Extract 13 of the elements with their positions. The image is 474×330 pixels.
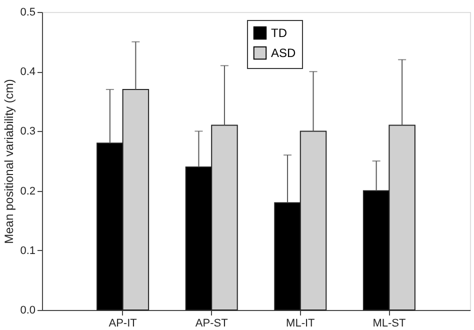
y-tick-label: 0.1 <box>20 244 36 257</box>
x-tick-label: AP-ST <box>195 318 228 330</box>
y-axis-title: Mean positional variability (cm) <box>2 79 16 244</box>
x-tick-label: AP-IT <box>108 318 138 330</box>
legend-label: TD <box>271 26 288 40</box>
y-tick-label: 0.2 <box>20 185 36 198</box>
legend-label: ASD <box>271 46 296 60</box>
y-tick-label: 0.4 <box>20 66 36 78</box>
x-tick-label: ML-IT <box>286 318 316 330</box>
x-tick-label: ML-ST <box>372 318 406 330</box>
y-tick-label: 0.3 <box>20 126 36 138</box>
y-tick-label: 0.0 <box>20 304 36 316</box>
y-tick-label: 0.5 <box>20 6 36 18</box>
